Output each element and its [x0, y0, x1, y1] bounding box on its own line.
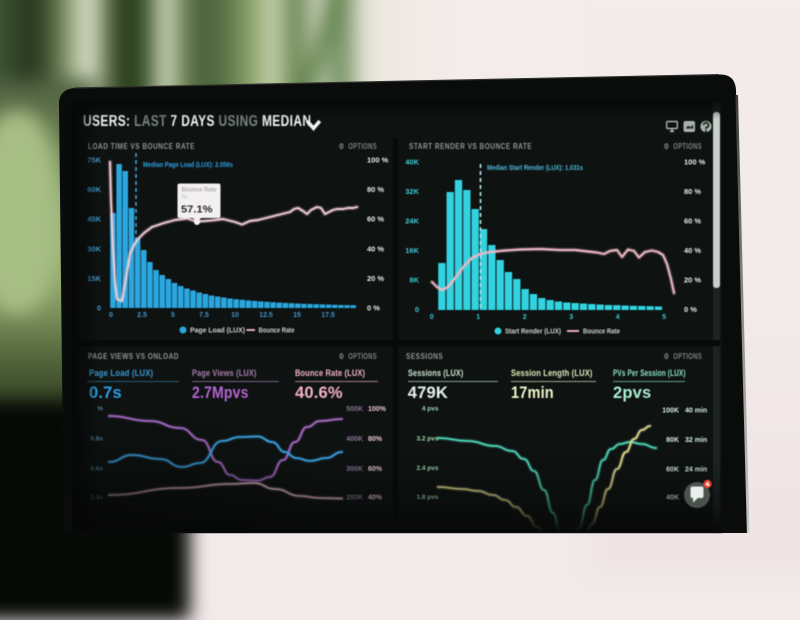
svg-text:0 %: 0 %	[684, 305, 697, 314]
svg-text:Bounce Rate: Bounce Rate	[259, 326, 295, 335]
svg-text:7.5: 7.5	[199, 312, 209, 319]
svg-text:8K: 8K	[409, 276, 419, 285]
svg-text:0: 0	[109, 312, 113, 319]
svg-text:Median Start Render (LUX): 1.0: Median Start Render (LUX): 1.031s	[487, 163, 583, 172]
svg-text:100 %: 100 %	[367, 156, 389, 165]
svg-text:32K: 32K	[405, 187, 419, 196]
svg-text:40 %: 40 %	[684, 246, 701, 255]
svg-text:40 min: 40 min	[685, 408, 707, 415]
svg-text:32 min: 32 min	[685, 437, 707, 444]
svg-text:7s: 7s	[182, 195, 188, 201]
svg-text:4 pvs: 4 pvs	[422, 406, 439, 413]
svg-text:40K: 40K	[405, 158, 419, 167]
svg-text:12.5: 12.5	[259, 312, 273, 319]
svg-text:60 %: 60 %	[367, 215, 384, 224]
svg-text:Median Page Load (LUX): 2.056s: Median Page Load (LUX): 2.056s	[143, 160, 233, 169]
svg-text:80 %: 80 %	[367, 185, 384, 194]
svg-text:24K: 24K	[405, 217, 419, 226]
svg-text:15: 15	[293, 312, 301, 319]
svg-text:3.2 pvs: 3.2 pvs	[416, 436, 438, 443]
svg-text:5: 5	[171, 312, 175, 319]
svg-text:0: 0	[430, 314, 434, 321]
svg-text:20 %: 20 %	[367, 274, 384, 283]
svg-text:Page Load (LUX): Page Load (LUX)	[190, 326, 245, 335]
svg-text:3: 3	[569, 314, 573, 321]
svg-text:100 %: 100 %	[684, 158, 706, 167]
svg-text:2: 2	[523, 314, 527, 321]
svg-text:80K: 80K	[666, 437, 679, 444]
svg-text:Bounce Rate: Bounce Rate	[583, 327, 620, 336]
svg-text:0 %: 0 %	[367, 304, 380, 313]
svg-text:57.1%: 57.1%	[181, 204, 213, 216]
svg-text:Start Render (LUX): Start Render (LUX)	[505, 327, 561, 336]
svg-text:100K: 100K	[662, 408, 679, 415]
svg-text:60 %: 60 %	[684, 217, 701, 226]
svg-text:20 %: 20 %	[684, 276, 701, 285]
svg-text:Bounce Rate: Bounce Rate	[182, 187, 217, 194]
svg-text:80 %: 80 %	[684, 187, 701, 196]
svg-text:1: 1	[476, 314, 480, 321]
svg-text:2.5: 2.5	[137, 312, 147, 319]
svg-text:10: 10	[231, 312, 239, 319]
svg-text:17.5: 17.5	[321, 312, 335, 319]
svg-text:5: 5	[662, 314, 666, 321]
svg-text:16K: 16K	[405, 246, 419, 255]
svg-text:0: 0	[97, 304, 101, 313]
svg-text:0: 0	[415, 305, 419, 314]
svg-text:4: 4	[616, 314, 620, 321]
svg-text:40 %: 40 %	[367, 244, 384, 253]
